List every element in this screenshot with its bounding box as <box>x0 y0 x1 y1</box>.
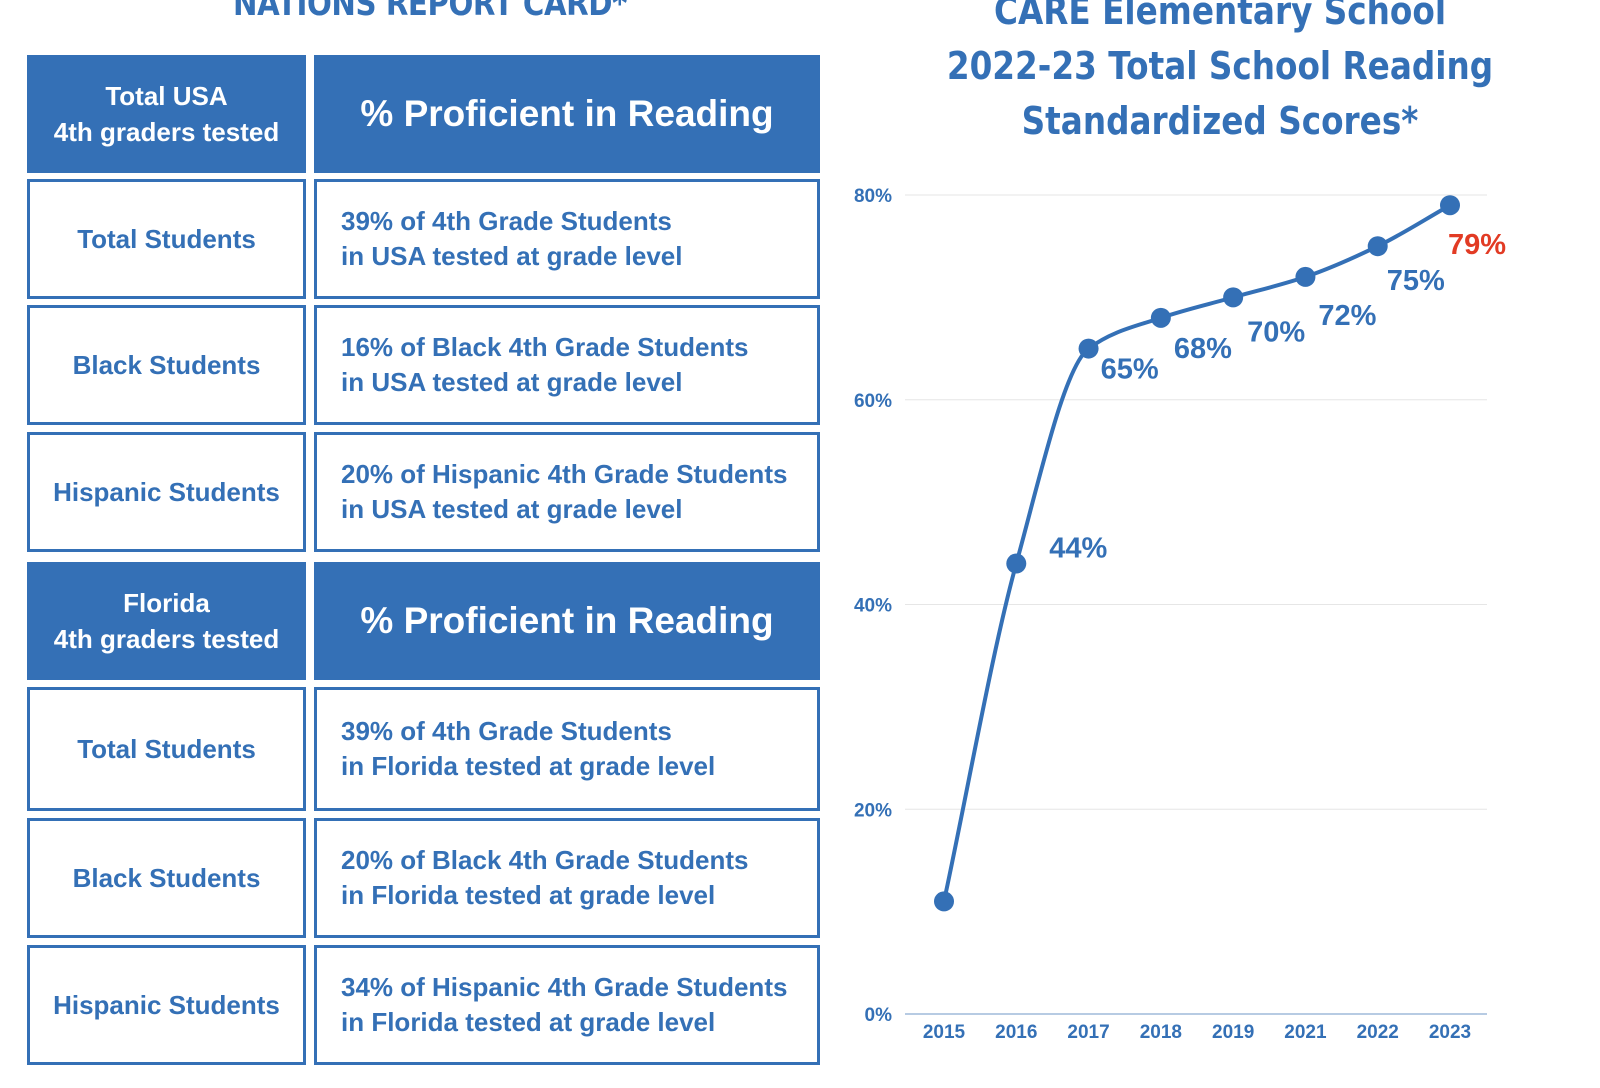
data-label: 79% <box>1448 229 1506 261</box>
x-tick-label: 2019 <box>1212 1022 1254 1043</box>
row-value-cell: 39% of 4th Grade Students in Florida tes… <box>314 687 820 811</box>
row-group-cell: Total Students <box>27 687 306 811</box>
data-label: 75% <box>1387 265 1445 297</box>
y-tick-label: 40% <box>854 596 892 617</box>
data-point <box>1367 236 1388 257</box>
data-label: 65% <box>1101 354 1159 386</box>
row-group-cell: Black Students <box>27 818 306 938</box>
row-group-cell: Black Students <box>27 305 306 425</box>
header-group-cell: Florida 4th graders tested <box>27 562 306 680</box>
x-tick-label: 2023 <box>1429 1022 1471 1043</box>
series-line <box>942 203 1451 902</box>
data-point <box>1150 307 1171 328</box>
data-label: 44% <box>1049 533 1107 565</box>
data-label: 68% <box>1174 333 1232 365</box>
header-group-cell: Total USA 4th graders tested <box>27 55 306 173</box>
chart-title: CARE Elementary School 2022-23 Total Sch… <box>946 0 1494 143</box>
data-point <box>1006 553 1027 574</box>
data-point <box>934 891 954 912</box>
row-group-cell: Total Students <box>27 179 306 299</box>
x-tick-label: 2022 <box>1357 1022 1399 1043</box>
row-value-cell: 20% of Hispanic 4th Grade Students in US… <box>314 432 820 552</box>
row-value-cell: 16% of Black 4th Grade Students in USA t… <box>314 305 820 425</box>
data-label: 72% <box>1318 300 1376 332</box>
x-tick-label: 2015 <box>923 1022 966 1043</box>
row-group-cell: Hispanic Students <box>27 945 306 1065</box>
x-tick-label: 2018 <box>1140 1022 1182 1043</box>
x-tick-label: 2017 <box>1067 1022 1109 1043</box>
data-point <box>1223 287 1244 308</box>
row-value-cell: 34% of Hispanic 4th Grade Students in Fl… <box>314 945 820 1065</box>
data-point <box>1440 195 1460 216</box>
y-tick-label: 80% <box>854 186 892 207</box>
y-tick-label: 60% <box>854 391 892 412</box>
data-point <box>1078 338 1099 359</box>
data-label: 70% <box>1247 316 1305 348</box>
y-tick-label: 20% <box>854 800 892 821</box>
data-point <box>1295 266 1316 287</box>
x-tick-label: 2021 <box>1284 1022 1327 1043</box>
row-value-cell: 39% of 4th Grade Students in USA tested … <box>314 179 820 299</box>
left-panel-title: NATIONS REPORT CARD* <box>233 0 627 24</box>
header-metric-cell: % Proficient in Reading <box>314 55 820 173</box>
row-value-cell: 20% of Black 4th Grade Students in Flori… <box>314 818 820 938</box>
y-tick-label: 0% <box>865 1005 893 1026</box>
header-metric-cell: % Proficient in Reading <box>314 562 820 680</box>
row-group-cell: Hispanic Students <box>27 432 306 552</box>
x-tick-label: 2016 <box>995 1022 1037 1043</box>
